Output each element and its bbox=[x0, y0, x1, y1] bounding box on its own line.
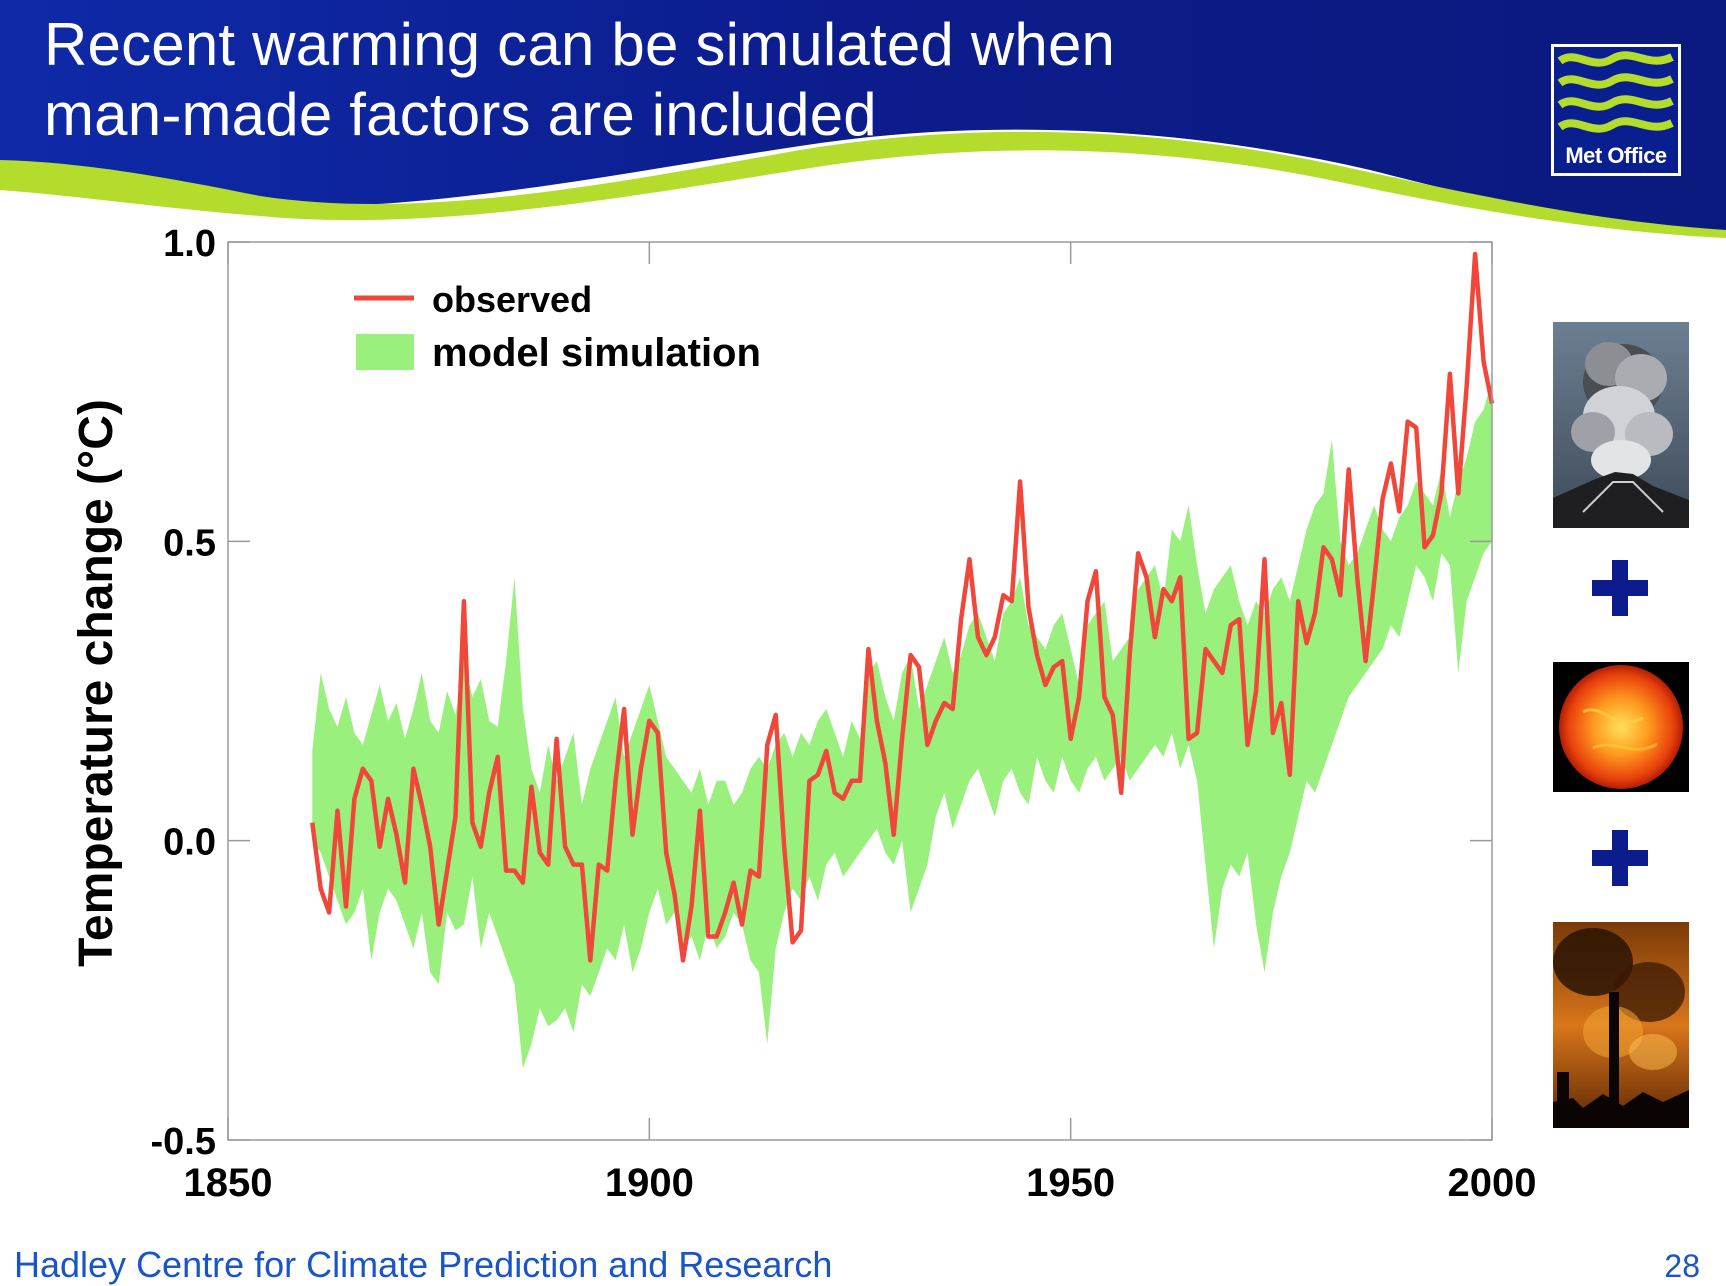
x-tick-label: 1900 bbox=[605, 1161, 694, 1205]
y-axis-label: Temperature change (°C) bbox=[70, 399, 123, 967]
sun-icon bbox=[1553, 662, 1689, 792]
legend-model-label: model simulation bbox=[432, 331, 761, 375]
met-office-logo: Met Office bbox=[1551, 44, 1681, 176]
y-tick-label: 0.0 bbox=[163, 822, 216, 864]
y-tick-label: 0.5 bbox=[163, 522, 216, 564]
x-tick-label: 2000 bbox=[1448, 1161, 1537, 1205]
page-number: 28 bbox=[1664, 1248, 1700, 1284]
x-tick-label: 1950 bbox=[1026, 1161, 1115, 1205]
footer-organization: Hadley Centre for Climate Prediction and… bbox=[14, 1244, 833, 1285]
wave-icon bbox=[1557, 51, 1674, 133]
plot-frame bbox=[227, 241, 1493, 1141]
y-tick-label: -0.5 bbox=[151, 1121, 216, 1163]
y-tick-label: 1.0 bbox=[163, 223, 216, 265]
industrial-smoke-icon bbox=[1553, 922, 1689, 1128]
legend-model-swatch bbox=[356, 334, 414, 370]
volcano-eruption-icon bbox=[1553, 322, 1689, 528]
title-banner bbox=[0, 0, 1726, 238]
observed-line bbox=[310, 251, 1495, 963]
slide-title-line-1: Recent warming can be simulated when bbox=[44, 11, 1116, 78]
legend-observed-label: observed bbox=[432, 279, 592, 320]
slide-title-line-2: man-made factors are included bbox=[44, 81, 877, 148]
plus-icon bbox=[1592, 560, 1648, 616]
plus-icon bbox=[1592, 830, 1648, 886]
x-tick-label: 1850 bbox=[184, 1161, 273, 1205]
logo-text: Met Office bbox=[1565, 143, 1667, 168]
